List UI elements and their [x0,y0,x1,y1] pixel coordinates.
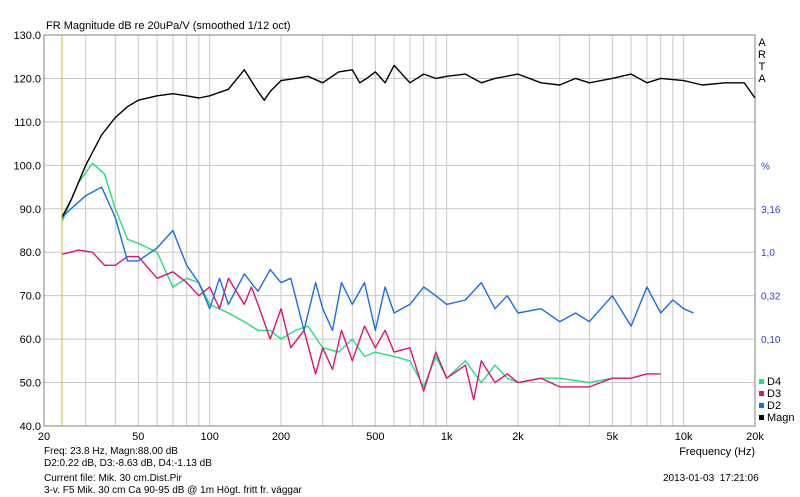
x-tick-label: 10k [675,431,693,443]
delta-readout: D2:0.22 dB, D3:-8.63 dB, D4:-1.13 dB [44,458,212,469]
brand-letter: T [759,61,766,73]
y-tick-label: 70.0 [20,291,41,303]
right-tick-label: % [761,161,770,172]
x-axis-label: Frequency (Hz) [679,446,755,458]
y-tick-label: 110.0 [14,117,41,129]
series-layer [61,64,756,401]
x-tick-label: 200 [272,431,290,443]
tick-labels: 130.0 120.0 110.0 100.0 90.0 80.0 70.0 60.0 50.0… [13,30,780,443]
cursor-readout: Freq: 23.8 Hz, Magn:88.00 dB [44,446,178,457]
legend-swatch-d2 [759,403,764,408]
x-tick-label: 50 [132,431,144,443]
x-tick-label: 20 [38,431,50,443]
right-tick-label: 3,16 [761,205,781,216]
legend-label-d2: D2 [767,400,781,412]
x-tick-label: 1k [441,431,453,443]
x-tick-label: 20k [746,431,764,443]
grid [44,35,755,426]
current-file: Current file: Mik. 30 cm.Dist.Pir [44,473,182,484]
y-tick-label: 100.0 [13,160,41,172]
chart-title: FR Magnitude dB re 20uPa/V (smoothed 1/1… [46,20,291,32]
y-tick-label: 120.0 [13,73,41,85]
x-tick-label: 100 [200,431,218,443]
y-tick-label: 80.0 [20,247,41,259]
y-tick-label: 130.0 [13,30,41,42]
legend-swatch-d4 [759,379,764,384]
legend-label-d3: D3 [767,388,781,400]
brand-letter: R [758,49,766,61]
legend-swatch-magn [759,415,764,420]
measurement-description: 3-v. F5 Mik. 30 cm Ca 90-95 dB @ 1m Högt… [44,485,302,496]
x-tick-label: 5k [606,431,618,443]
series-line-d4 [61,162,613,388]
brand-letter: A [758,37,766,49]
x-tick-label: 2k [512,431,524,443]
y-tick-label: 50.0 [20,378,41,390]
series-line-d3 [61,249,661,401]
series-line-d2 [61,186,694,332]
right-tick-label: 1,0 [761,248,775,259]
plot-frame [43,34,756,427]
right-tick-label: 0,32 [761,292,781,303]
y-tick-label: 60.0 [20,334,41,346]
legend-label-d4: D4 [767,376,781,388]
x-tick-label: 500 [366,431,384,443]
legend-swatch-d3 [759,391,764,396]
y-tick-label: 40.0 [20,421,41,433]
legend-label-magn: Magn [767,412,795,424]
right-tick-label: 0,10 [761,335,781,346]
series-line-magn [61,64,756,218]
y-tick-label: 90.0 [20,204,41,216]
timestamp: 2013-01-03 17:21:06 [663,473,759,484]
brand-letter: A [758,73,766,85]
